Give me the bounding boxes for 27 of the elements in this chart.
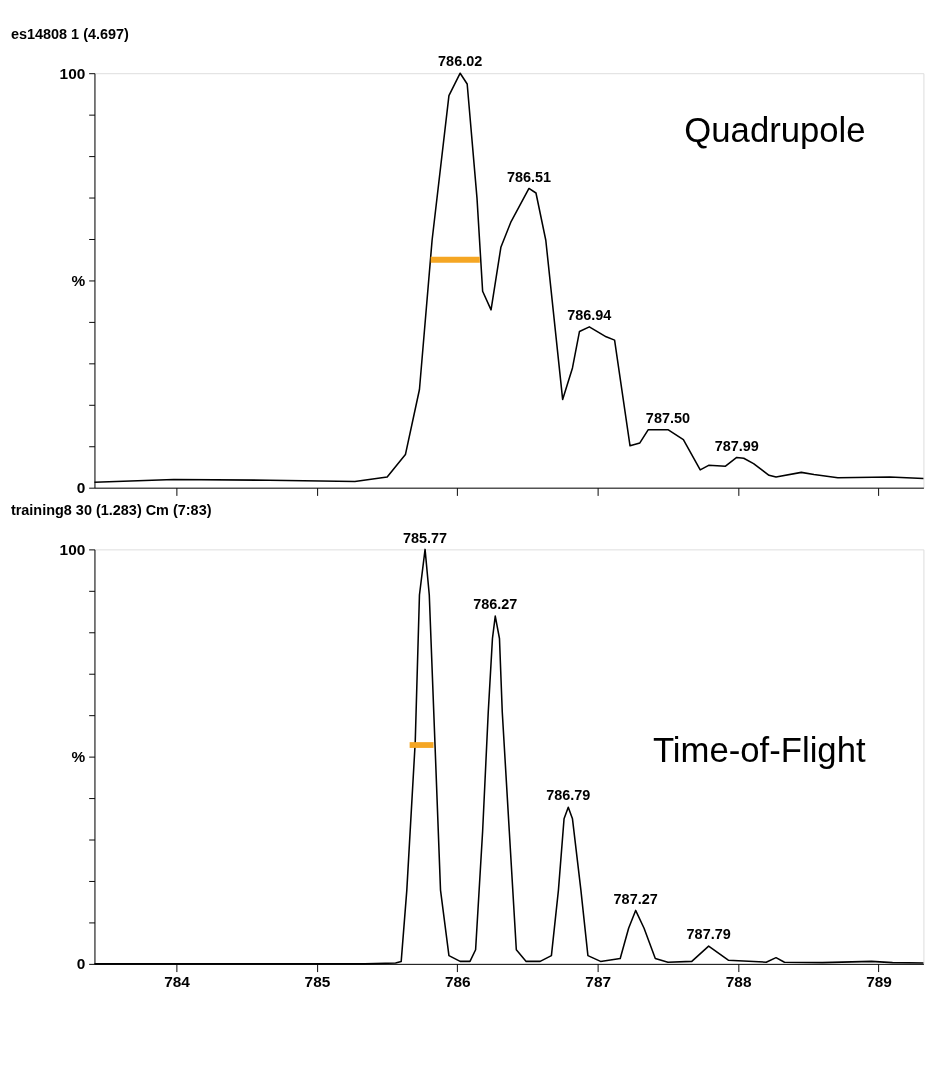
- x-tick-label: 787: [585, 972, 612, 990]
- annotation: 787.99: [714, 437, 759, 454]
- annotation: 786.94: [567, 307, 612, 324]
- x-tick-label: 784: [164, 972, 191, 990]
- annotation: Quadrupole: [684, 110, 866, 149]
- annotation: 787.27: [613, 890, 658, 907]
- chart-title: es14808 1 (4.697): [10, 25, 130, 42]
- annotation: Time-of-Flight: [652, 731, 866, 770]
- x-tick-label: 789: [866, 972, 892, 990]
- annotation: 786.51: [506, 168, 552, 185]
- y-tick-label: %: [71, 271, 86, 289]
- line-series: [93, 72, 925, 484]
- y-tick-label: 100: [59, 64, 86, 82]
- x-tick-label: 786: [444, 972, 472, 990]
- annotation: 786.02: [438, 53, 483, 70]
- y-tick-label: %: [71, 747, 86, 765]
- annotation: 785.77: [402, 529, 448, 546]
- x-tick-label: 788: [725, 972, 752, 990]
- annotation: 787.50: [645, 409, 691, 426]
- y-tick-label: 0: [76, 955, 86, 973]
- annotation: 786.79: [546, 787, 591, 804]
- annotation: 787.79: [686, 926, 731, 943]
- y-tick-label: 0: [76, 479, 86, 497]
- x-tick-label: 785: [304, 972, 331, 990]
- annotation: 786.27: [473, 596, 518, 613]
- chart-title: training8 30 (1.283) Cm (7:83): [10, 501, 212, 518]
- y-tick-label: 100: [59, 540, 86, 558]
